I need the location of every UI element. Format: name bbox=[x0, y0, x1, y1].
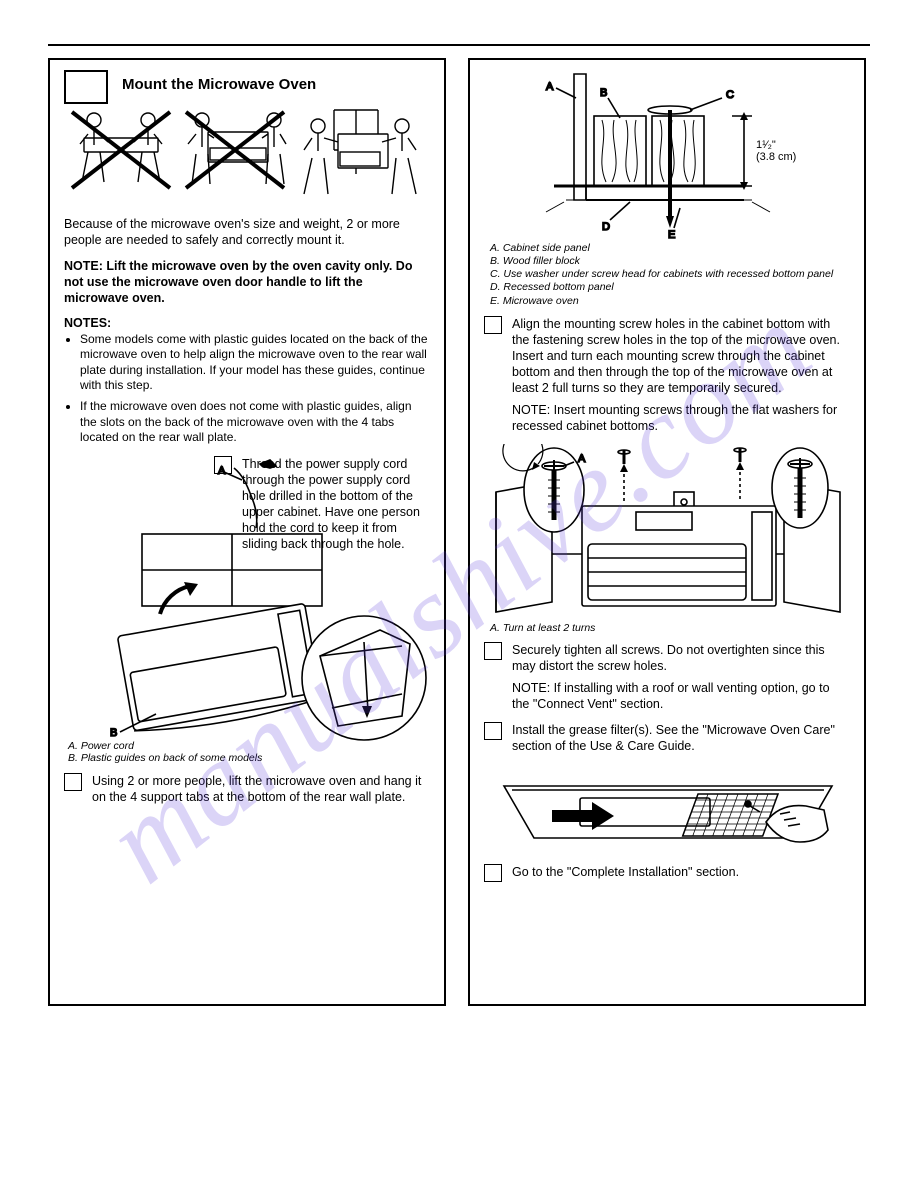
lift-fig-correct bbox=[294, 104, 422, 204]
note-para: NOTE: If installing with a roof or wall … bbox=[512, 680, 850, 712]
top-rule bbox=[48, 44, 870, 46]
screw-legend: A. Turn at least 2 turns bbox=[490, 622, 850, 634]
right-column: A B C bbox=[468, 58, 866, 1006]
chk-text: Go to the "Complete Installation" sectio… bbox=[512, 864, 850, 880]
checkbox-icon bbox=[484, 316, 502, 334]
note-para: NOTE: Insert mounting screws through the… bbox=[512, 402, 850, 434]
svg-text:A: A bbox=[546, 81, 554, 93]
svg-text:A: A bbox=[578, 453, 586, 465]
svg-text:E: E bbox=[668, 229, 675, 241]
figure-legend: A. Power cord B. Plastic guides on back … bbox=[68, 740, 430, 765]
chk-text: Thread the power supply cord through the… bbox=[242, 456, 424, 552]
note-item: Some models come with plastic guides loc… bbox=[80, 332, 430, 393]
page: Mount the Microwave Oven bbox=[0, 0, 918, 1006]
notes-header: NOTES: bbox=[64, 316, 430, 330]
lift-figure-row bbox=[66, 104, 430, 204]
note-item: If the microwave oven does not come with… bbox=[80, 399, 430, 445]
checkbox-icon bbox=[64, 773, 82, 791]
checkbox-icon bbox=[484, 642, 502, 660]
chk-inline: Thread the power supply cord through the… bbox=[214, 456, 424, 562]
x-overlay-icon bbox=[66, 104, 176, 196]
x-overlay-icon bbox=[180, 104, 290, 196]
lift-correct-icon bbox=[294, 104, 422, 204]
svg-text:B: B bbox=[110, 727, 117, 739]
step-heading: Mount the Microwave Oven bbox=[122, 76, 430, 94]
checkbox-icon bbox=[214, 456, 232, 474]
columns: Mount the Microwave Oven bbox=[48, 58, 870, 1006]
svg-text:B: B bbox=[600, 87, 607, 99]
cabinet-detail-icon: A B C bbox=[484, 68, 852, 246]
checkbox-icon bbox=[484, 722, 502, 740]
chk-text: Install the grease filter(s). See the "M… bbox=[512, 722, 850, 754]
dim-text: 1¹⁄₂"(3.8 cm) bbox=[756, 139, 796, 163]
svg-text:D: D bbox=[602, 221, 610, 233]
chk-text: Securely tighten all screws. Do not over… bbox=[512, 642, 850, 674]
chk-text: Using 2 or more people, lift the microwa… bbox=[92, 773, 430, 805]
filter-figure-icon bbox=[484, 764, 852, 858]
lift-fig-incorrect-2 bbox=[180, 104, 290, 204]
lift-fig-incorrect-1 bbox=[66, 104, 176, 204]
lift-para-1: Because of the microwave oven's size and… bbox=[64, 216, 430, 248]
cabinet-legend: A. Cabinet side panel B. Wood filler blo… bbox=[490, 242, 850, 308]
svg-text:C: C bbox=[726, 89, 734, 101]
notes-list: Some models come with plastic guides loc… bbox=[80, 332, 430, 446]
lift-note-bold: NOTE: Lift the microwave oven by the ove… bbox=[64, 258, 430, 306]
checkbox-icon bbox=[484, 864, 502, 882]
screw-figure-icon: A bbox=[484, 444, 852, 626]
chk-text: Align the mounting screw holes in the ca… bbox=[512, 316, 850, 396]
step-number-box bbox=[64, 70, 108, 104]
left-column: Mount the Microwave Oven bbox=[48, 58, 446, 1006]
